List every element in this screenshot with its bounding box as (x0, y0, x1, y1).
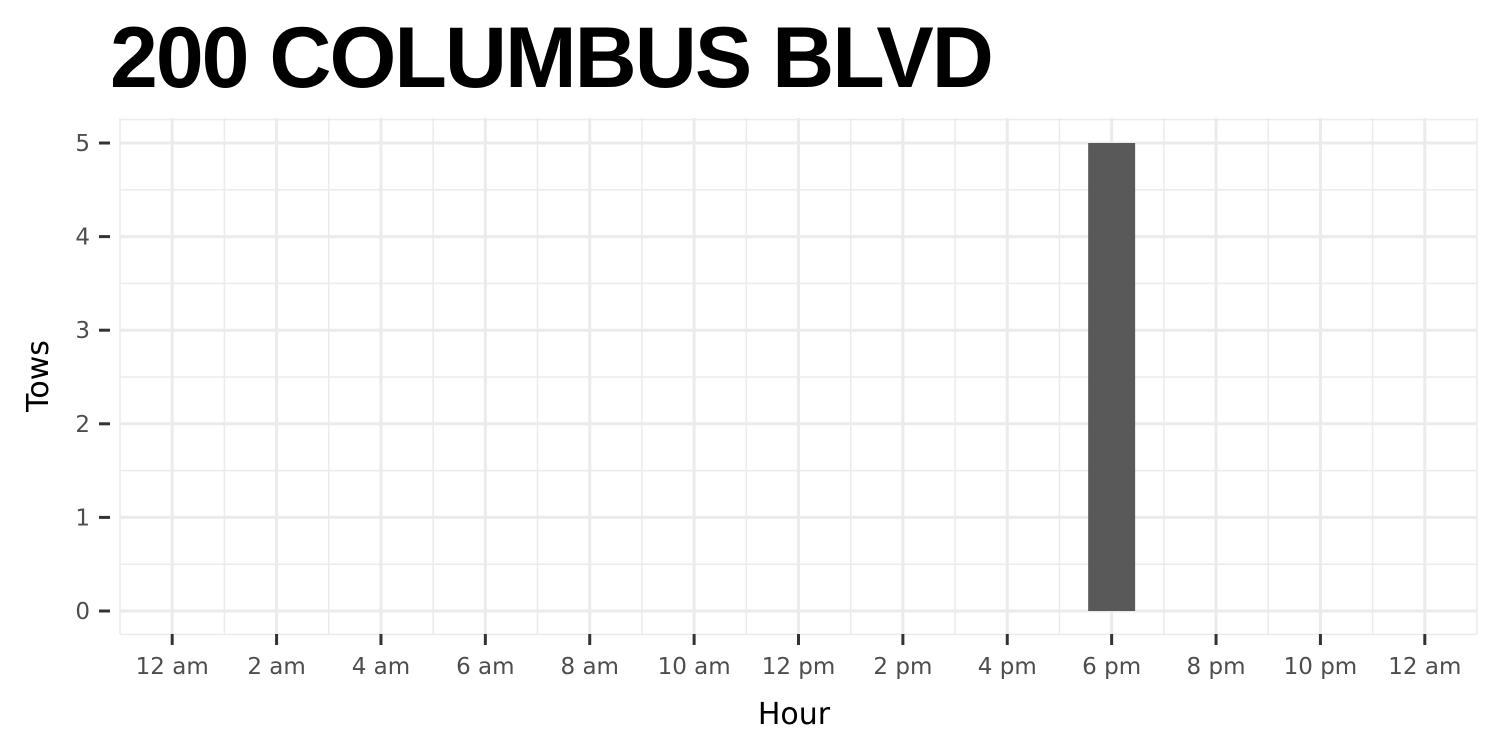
x-tick-label: 12 am (1388, 654, 1461, 680)
x-tick-label: 12 am (136, 654, 209, 680)
y-tick-label: 2 (75, 412, 90, 438)
y-tick-label: 4 (75, 225, 90, 251)
bar (1088, 143, 1136, 611)
x-axis-title: Hour (758, 697, 831, 732)
x-tick-label: 2 am (247, 654, 305, 680)
y-tick-label: 1 (75, 505, 90, 531)
y-axis: 0 1 2 3 4 5 (75, 131, 110, 625)
x-tick-label: 12 pm (762, 654, 836, 680)
x-tick-label: 6 pm (1082, 654, 1141, 680)
y-axis-title: Tows (21, 340, 56, 413)
y-tick-label: 3 (75, 318, 90, 344)
x-tick-label: 4 pm (978, 654, 1037, 680)
x-tick-label: 10 pm (1284, 654, 1358, 680)
x-tick-label: 2 pm (873, 654, 932, 680)
x-tick-label: 8 am (561, 654, 619, 680)
x-axis: 12 am 2 am 4 am 6 am 8 am 10 am 12 pm 2 pm 4 pm 6… (136, 634, 1461, 680)
x-tick-label: 8 pm (1187, 654, 1246, 680)
y-tick-label: 5 (75, 131, 90, 157)
x-tick-label: 6 am (456, 654, 514, 680)
y-tick-label: 0 (75, 599, 90, 625)
chart-title: 200 COLUMBUS BLVD (110, 10, 994, 106)
x-tick-label: 4 am (352, 654, 410, 680)
bars (1088, 143, 1136, 611)
x-tick-label: 10 am (658, 654, 731, 680)
major-gridlines (120, 118, 1477, 634)
